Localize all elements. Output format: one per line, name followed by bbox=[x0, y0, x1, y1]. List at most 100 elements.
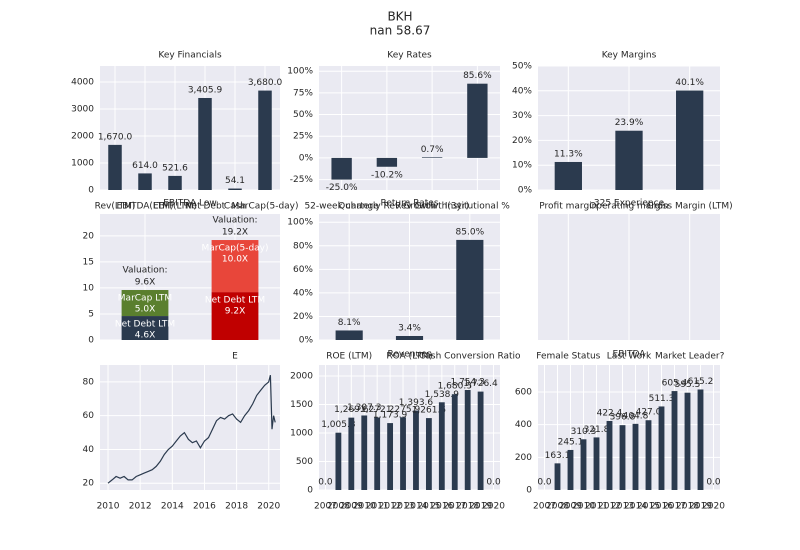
y-tick-label: 0 bbox=[307, 486, 313, 496]
bar bbox=[348, 417, 355, 490]
bar bbox=[395, 335, 424, 340]
x-tick-label: 2015 bbox=[637, 502, 660, 512]
x-tick-label: 2008 bbox=[546, 502, 569, 512]
bar bbox=[438, 402, 445, 490]
chart-title: EBITDA bbox=[613, 350, 647, 360]
segment-name: Net Debt LTM bbox=[205, 296, 265, 306]
x-tick-label: 2018 bbox=[456, 502, 479, 512]
y-tick-label: 1000 bbox=[71, 158, 94, 168]
segment-name: MarCap LTM bbox=[118, 294, 172, 304]
y-tick-label: 50% bbox=[512, 62, 532, 72]
x-tick-label: EBIT(LTM) bbox=[153, 202, 197, 212]
value-label: 1,670.0 bbox=[98, 132, 133, 142]
value-label: 1,307.3 bbox=[347, 403, 381, 413]
x-tick-label: 2010 bbox=[97, 502, 120, 512]
x-tick-label: 2020 bbox=[482, 502, 505, 512]
y-tick-label: 0 bbox=[88, 186, 94, 196]
total-title: Valuation: bbox=[213, 216, 258, 226]
x-tick-label: 2014 bbox=[405, 502, 428, 512]
x-tick-label: 2012 bbox=[598, 502, 621, 512]
value-label: 0.0 bbox=[537, 478, 552, 488]
segment-label: 4.6X bbox=[135, 331, 155, 341]
value-label: 85.0% bbox=[456, 227, 485, 237]
x-tick-label: 2017 bbox=[663, 502, 686, 512]
y-tick-label: 20% bbox=[512, 136, 532, 146]
x-tick-label: MarCap(5-day) bbox=[231, 202, 298, 212]
value-label: 427.0 bbox=[636, 408, 662, 418]
x-tick-label: Female Status bbox=[536, 352, 600, 362]
total-label: 19.2X bbox=[222, 228, 248, 238]
bar bbox=[258, 90, 272, 190]
x-tick-label: Quarterly Rev Growth bbox=[338, 202, 436, 212]
y-tick-label: 5 bbox=[88, 309, 94, 319]
value-label: 0.0 bbox=[486, 478, 501, 488]
value-label: 85.6% bbox=[463, 71, 492, 81]
x-tick-label: Gross Margin (LTM) bbox=[647, 202, 733, 212]
figure-subtitle: nan 58.67 bbox=[370, 24, 431, 38]
y-tick-label: 40 bbox=[83, 445, 95, 455]
x-tick-label: 2019 bbox=[469, 502, 492, 512]
value-label: 3,680.0 bbox=[248, 78, 283, 88]
value-label: 3.4% bbox=[398, 323, 421, 333]
x-tick-label: 2017 bbox=[443, 502, 466, 512]
x-tick-label: 2019 bbox=[689, 502, 712, 512]
x-tick-label: 2020 bbox=[702, 502, 725, 512]
x-tick-label: 2009 bbox=[559, 502, 582, 512]
bar-segment bbox=[121, 316, 169, 340]
y-tick-label: 200 bbox=[515, 453, 532, 463]
chart-title: Revenues bbox=[388, 350, 432, 360]
y-tick-label: 60% bbox=[293, 265, 313, 275]
bar bbox=[425, 418, 432, 490]
bar bbox=[615, 130, 643, 190]
bar bbox=[361, 415, 368, 490]
total-title: Valuation: bbox=[123, 266, 168, 276]
figure-title: BKH bbox=[387, 10, 412, 24]
x-tick-label: Market Leader? bbox=[655, 352, 725, 362]
bar bbox=[421, 157, 443, 158]
y-tick-label: 500 bbox=[296, 457, 313, 467]
x-tick-label: 2008 bbox=[327, 502, 350, 512]
x-tick-label: 2009 bbox=[340, 502, 363, 512]
chart-title: Key Financials bbox=[158, 51, 222, 61]
chart-title: 325 Experience bbox=[594, 199, 665, 209]
value-label: 1,005.3 bbox=[321, 420, 355, 430]
x-tick-label: Cash bbox=[224, 202, 246, 212]
bar bbox=[168, 175, 182, 190]
x-tick-label: ROA (LTM) bbox=[386, 352, 432, 362]
value-label: 0.0 bbox=[706, 478, 721, 488]
y-tick-label: 2000 bbox=[71, 131, 94, 141]
y-tick-label: -25% bbox=[290, 175, 314, 185]
bar bbox=[413, 410, 419, 490]
value-label: -25.0% bbox=[326, 183, 358, 193]
x-tick-label: 2016 bbox=[650, 502, 673, 512]
bar bbox=[464, 390, 471, 490]
value-label: 422.4 bbox=[597, 408, 623, 418]
bar bbox=[593, 437, 600, 490]
value-label: 595.5 bbox=[675, 380, 701, 390]
x-tick-label: 2011 bbox=[585, 502, 608, 512]
x-tick-label: 2016 bbox=[430, 502, 453, 512]
y-tick-label: 20 bbox=[83, 479, 95, 489]
value-label: 1,275.9 bbox=[386, 405, 421, 415]
value-label: 1,726.4 bbox=[463, 379, 498, 389]
bar bbox=[619, 425, 626, 490]
bar bbox=[331, 157, 352, 180]
value-label: 615.2 bbox=[688, 377, 714, 387]
x-tick-label: Profit margin bbox=[539, 202, 597, 212]
y-tick-label: 80% bbox=[293, 241, 313, 251]
x-tick-label: E bbox=[232, 352, 238, 362]
value-label: 54.1 bbox=[225, 176, 245, 186]
value-label: 1,393.6 bbox=[399, 398, 434, 408]
y-tick-label: 1500 bbox=[290, 400, 313, 410]
bar bbox=[676, 90, 704, 190]
y-tick-label: 3000 bbox=[71, 104, 94, 114]
x-tick-label: Net Debt bbox=[185, 202, 226, 212]
bar bbox=[580, 439, 587, 490]
bar bbox=[477, 391, 484, 490]
value-label: 3,405.9 bbox=[188, 85, 223, 95]
y-tick-label: 75% bbox=[293, 88, 313, 98]
value-label: 614.0 bbox=[132, 161, 158, 171]
x-tick-label: 2015 bbox=[417, 502, 440, 512]
y-tick-label: 20 bbox=[83, 231, 95, 241]
y-tick-label: 0% bbox=[299, 153, 314, 163]
